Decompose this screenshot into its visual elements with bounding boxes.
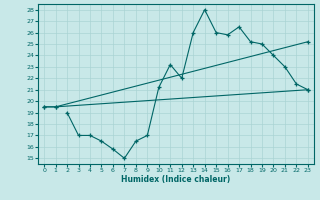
X-axis label: Humidex (Indice chaleur): Humidex (Indice chaleur) [121,175,231,184]
